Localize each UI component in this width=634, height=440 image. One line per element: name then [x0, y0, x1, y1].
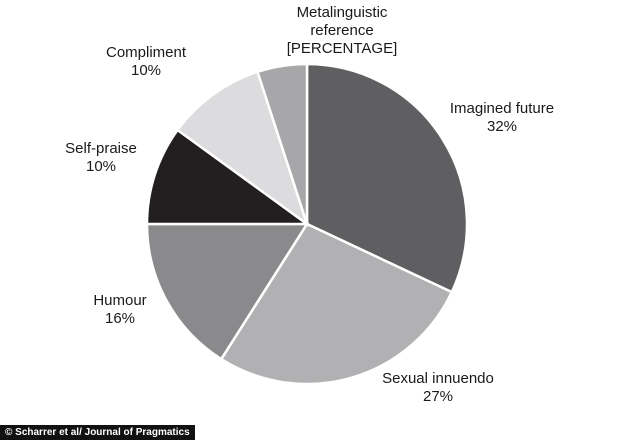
pie-slice [305, 62, 469, 294]
category-name: Imagined future [449, 100, 555, 117]
value-label: 32% [486, 118, 518, 135]
category-name: Self-praise [65, 140, 137, 157]
category-name: Metalinguistic reference [296, 4, 388, 39]
pie-slice [175, 70, 310, 228]
slice-label: Compliment 10% [81, 44, 211, 80]
pie-slice [145, 128, 311, 226]
pie-slice [219, 222, 454, 386]
slice-label: Metalinguistic reference [PERCENTAGE] [277, 4, 407, 58]
slice-label: Humour 16% [55, 292, 185, 328]
value-label: [PERCENTAGE] [286, 40, 398, 57]
credit: © Scharrer et al/ Journal of Pragmatics [0, 425, 195, 440]
slice-label: Self-praise 10% [36, 140, 166, 176]
category-name: Humour [93, 292, 147, 309]
value-label: 27% [422, 388, 454, 405]
pie-slice [255, 62, 309, 225]
slice-label: Imagined future 32% [437, 100, 567, 136]
slice-label: Sexual innuendo 27% [373, 370, 503, 406]
category-name: Compliment [105, 44, 187, 61]
category-name: Sexual innuendo [382, 370, 494, 387]
value-label: 10% [130, 62, 162, 79]
value-label: 16% [104, 310, 136, 327]
value-label: 10% [85, 158, 117, 175]
pie-slice [145, 222, 310, 361]
